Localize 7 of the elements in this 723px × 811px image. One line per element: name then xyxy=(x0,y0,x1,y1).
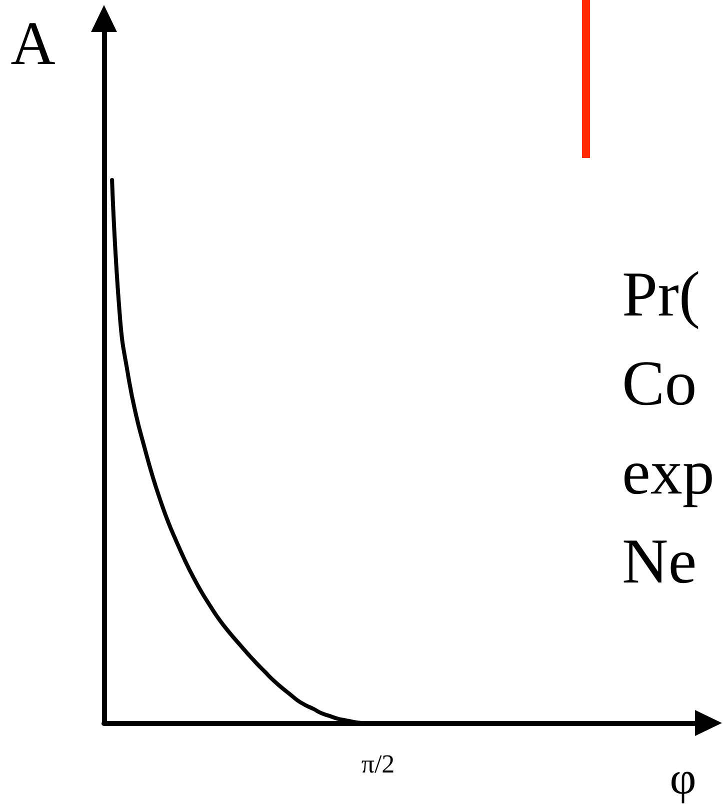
annotation: exp xyxy=(622,436,714,508)
annotation: Ne xyxy=(622,526,697,596)
text: π/2 xyxy=(361,750,395,778)
y-axis-title: A xyxy=(10,10,56,78)
annotation: Co xyxy=(622,348,697,418)
annotation: Pr( xyxy=(622,258,700,330)
x-axis-title: φ xyxy=(670,752,696,804)
